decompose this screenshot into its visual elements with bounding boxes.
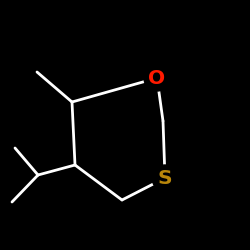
Circle shape [144, 65, 170, 91]
Text: S: S [158, 168, 172, 188]
Circle shape [152, 165, 178, 191]
Text: O: O [148, 68, 166, 87]
